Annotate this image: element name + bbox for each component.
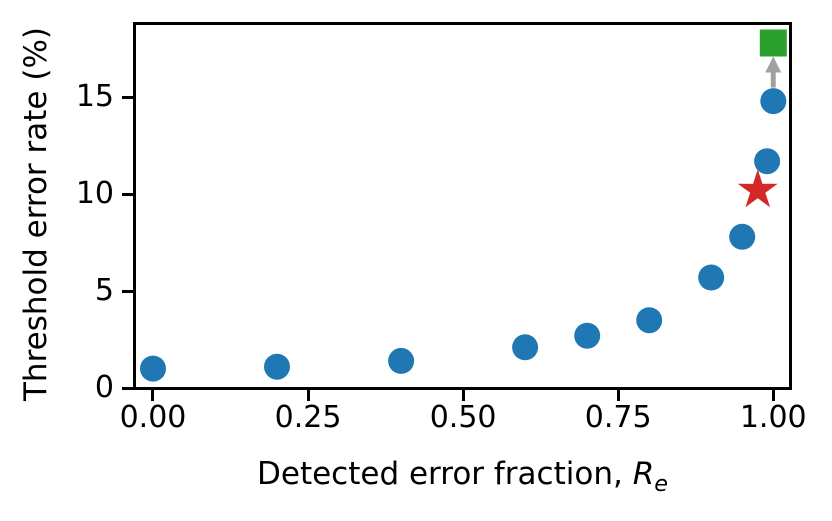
square-marker xyxy=(759,29,787,57)
scatter-point xyxy=(729,223,756,250)
x-tick-label: 0.25 xyxy=(274,400,342,435)
y-tick-mark xyxy=(122,95,133,99)
plot-frame xyxy=(133,22,792,390)
x-tick-label: 0.50 xyxy=(429,400,497,435)
annotation-arrow-head xyxy=(765,56,782,73)
x-axis-label-subscript: e xyxy=(654,471,668,498)
x-axis-label: Detected error fraction, Re xyxy=(135,456,790,495)
x-tick-mark xyxy=(151,390,155,401)
scatter-point xyxy=(636,307,663,334)
y-tick-label: 10 xyxy=(75,176,114,212)
scatter-point xyxy=(140,355,166,382)
x-tick-mark xyxy=(306,390,310,401)
scatter-point xyxy=(760,88,787,115)
scatter-point xyxy=(264,353,290,380)
x-axis-label-symbol: R xyxy=(632,456,655,492)
scatter-point xyxy=(754,148,781,175)
x-tick-label: 0.00 xyxy=(119,400,187,435)
x-axis-label-text: Detected error fraction, xyxy=(257,456,633,492)
y-tick-mark xyxy=(122,192,133,196)
scatter-point xyxy=(512,334,539,361)
y-tick-label: 15 xyxy=(75,79,114,115)
x-tick-mark xyxy=(771,390,775,401)
scatter-plot xyxy=(140,29,787,382)
star-marker xyxy=(737,169,778,208)
scatter-point xyxy=(574,322,601,349)
scatter-point xyxy=(698,264,725,291)
y-tick-mark xyxy=(122,289,133,293)
x-tick-mark xyxy=(616,390,620,401)
x-tick-mark xyxy=(461,390,465,401)
y-tick-label: 5 xyxy=(94,273,114,309)
x-tick-label: 0.75 xyxy=(584,400,652,435)
scatter-point xyxy=(388,347,415,374)
y-axis-label: Threshold error rate (%) xyxy=(18,27,54,401)
y-tick-mark xyxy=(122,386,133,390)
x-tick-label: 1.00 xyxy=(739,400,807,435)
y-tick-label: 0 xyxy=(94,370,114,405)
